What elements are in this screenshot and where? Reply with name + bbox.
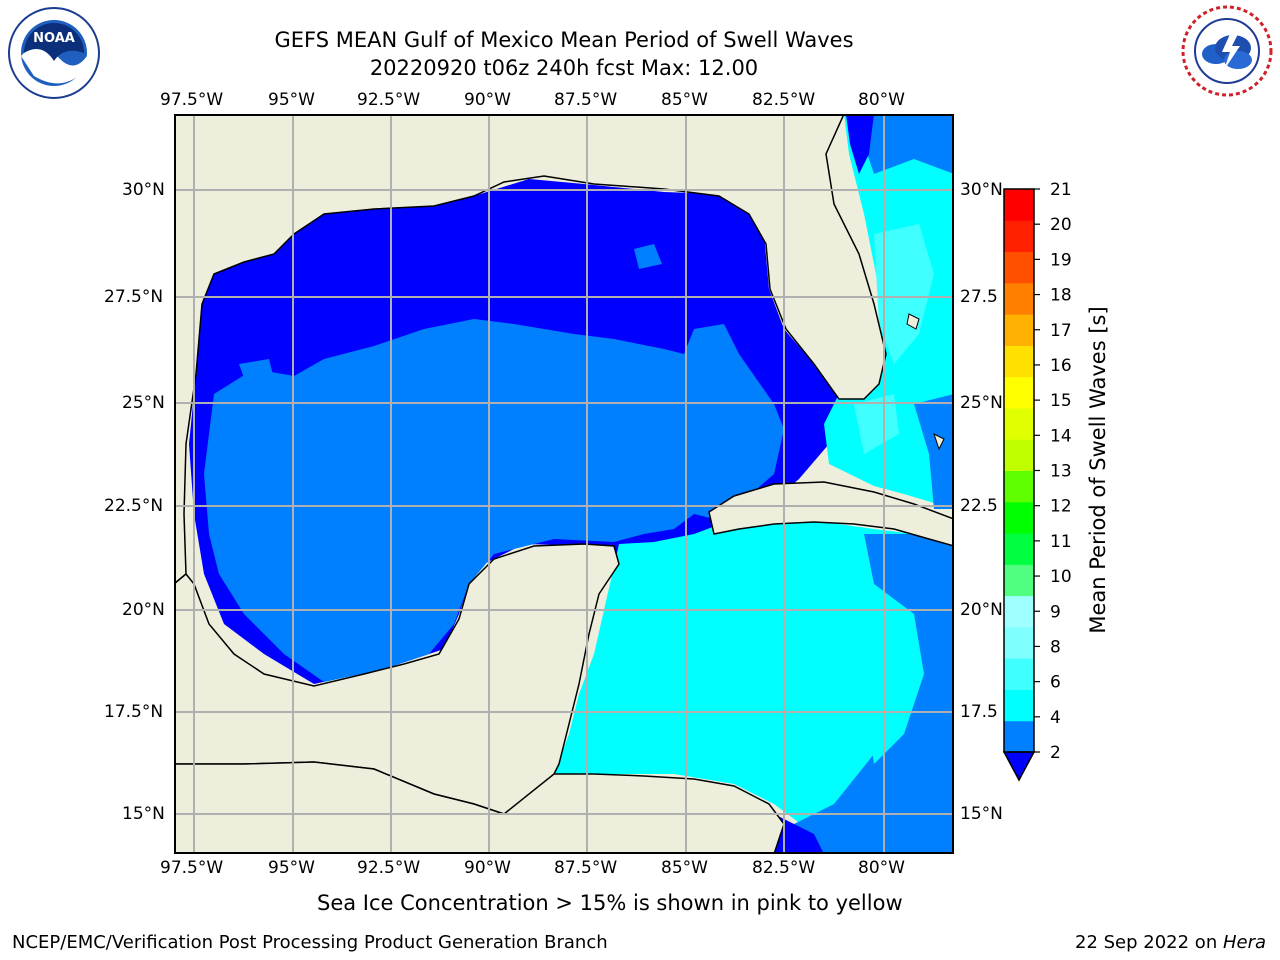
- lat-label-left-3: 22.5°N: [104, 496, 164, 516]
- lat-label-left-5: 17.5°N: [104, 702, 164, 722]
- footer-host: Hera: [1222, 932, 1266, 953]
- colorbar-tick-label: 12: [1050, 497, 1072, 517]
- colorbar-block: [1004, 407, 1034, 440]
- lat-label-left-2: 25°N: [122, 393, 165, 413]
- cuba-land: [708, 481, 954, 547]
- footer-date: 22 Sep 2022 on: [1075, 932, 1223, 953]
- lat-label-left-0: 30°N: [122, 180, 165, 200]
- colorbar-block: [1004, 439, 1034, 471]
- chart-title-line1: GEFS MEAN Gulf of Mexico Mean Period of …: [274, 28, 854, 52]
- colorbar-tick-label: 18: [1050, 286, 1072, 306]
- lon-label-top-0: 97.5°W: [160, 90, 224, 110]
- lon-label-top-4: 87.5°W: [554, 90, 618, 110]
- colorbar-block: [1004, 282, 1034, 315]
- colorbar-block: [1004, 220, 1034, 253]
- colorbar-block: [1004, 251, 1034, 284]
- noaa-logo-icon: NOAA: [8, 7, 100, 99]
- lat-label-left-6: 15°N: [122, 804, 165, 824]
- colorbar-tick-label: 19: [1050, 250, 1072, 270]
- lat-label-right-3: 22.5: [960, 496, 998, 516]
- noaa-logo-text: NOAA: [33, 31, 75, 46]
- colorbar-block: [1004, 595, 1034, 628]
- sea-ice-note: Sea Ice Concentration > 15% is shown in …: [317, 891, 903, 915]
- colorbar-tick-label: 20: [1050, 215, 1072, 235]
- lon-label-bottom-5: 85°W: [661, 858, 708, 878]
- colorbar-block: [1004, 689, 1034, 722]
- colorbar: 21 20 19 18 17 16 15 14 13 12 11 10 9 8 6 4 2: [1002, 180, 1072, 782]
- colorbar-tick-label: 14: [1050, 426, 1072, 446]
- lat-label-right-2: 25°N: [960, 393, 1003, 413]
- chart-title-line2: 20220920 t06z 240h fcst Max: 12.00: [369, 56, 759, 80]
- gulf-mid-blue-field: [204, 319, 784, 682]
- lon-label-bottom-2: 92.5°W: [357, 858, 421, 878]
- lon-label-top-1: 95°W: [268, 90, 315, 110]
- colorbar-tick-label: 6: [1050, 673, 1061, 693]
- colorbar-tick-label: 17: [1050, 321, 1072, 341]
- colorbar-tick-label: 11: [1050, 532, 1072, 552]
- lon-label-bottom-6: 82.5°W: [752, 858, 816, 878]
- lon-label-bottom-0: 97.5°W: [160, 858, 224, 878]
- lat-label-right-0: 30°N: [960, 180, 1003, 200]
- colorbar-tick-label: 16: [1050, 356, 1072, 376]
- colorbar-label: Mean Period of Swell Waves [s]: [1086, 306, 1110, 634]
- lat-label-left-1: 27.5°N: [104, 287, 164, 307]
- lat-label-right-1: 27.5: [960, 287, 998, 307]
- colorbar-block: [1004, 189, 1034, 221]
- colorbar-block: [1004, 720, 1034, 753]
- map-area: [174, 114, 954, 854]
- colorbar-tick-label: 8: [1050, 637, 1061, 657]
- lon-label-top-2: 92.5°W: [357, 90, 421, 110]
- colorbar-block: [1004, 501, 1034, 534]
- lon-label-bottom-7: 80°W: [858, 858, 905, 878]
- colorbar-block: [1004, 533, 1034, 565]
- lon-label-bottom-4: 87.5°W: [554, 858, 618, 878]
- lat-label-right-6: 15°N: [960, 804, 1003, 824]
- colorbar-block: [1004, 658, 1034, 690]
- colorbar-block: [1004, 345, 1034, 378]
- colorbar-tick-label: 13: [1050, 462, 1072, 482]
- lon-label-top-3: 90°W: [464, 90, 511, 110]
- colorbar-extend-triangle: [1002, 751, 1036, 782]
- colorbar-tick-label: 10: [1050, 567, 1072, 587]
- lat-label-right-5: 17.5: [960, 702, 998, 722]
- us-gulf-coast-land: [174, 114, 887, 585]
- footer-right: 22 Sep 2022 on Hera: [1075, 932, 1266, 953]
- lon-label-bottom-1: 95°W: [268, 858, 315, 878]
- lon-label-bottom-3: 90°W: [464, 858, 511, 878]
- colorbar-tick-label: 9: [1050, 602, 1061, 622]
- colorbar-block: [1004, 470, 1034, 503]
- colorbar-block: [1004, 626, 1034, 659]
- map-frame: [174, 114, 954, 854]
- colorbar-block: [1004, 564, 1034, 597]
- colorbar-block: [1004, 314, 1034, 346]
- colorbar-tick-label: 2: [1050, 743, 1061, 763]
- central-america-land: [174, 761, 785, 854]
- graticule: [174, 114, 954, 854]
- colorbar-tick-label: 15: [1050, 391, 1072, 411]
- colorbar-tick-label: 21: [1050, 180, 1072, 200]
- colorbar-tick-label: 4: [1050, 708, 1061, 728]
- lon-label-top-6: 82.5°W: [752, 90, 816, 110]
- lat-label-right-4: 20°N: [960, 600, 1003, 620]
- colorbar-block: [1004, 376, 1034, 409]
- lat-label-left-4: 20°N: [122, 600, 165, 620]
- lon-label-top-7: 80°W: [858, 90, 905, 110]
- caribbean-cyan-field: [554, 519, 954, 854]
- nws-logo-icon: [1181, 5, 1273, 97]
- lon-label-top-5: 85°W: [661, 90, 708, 110]
- footer-left: NCEP/EMC/Verification Post Processing Pr…: [12, 932, 608, 953]
